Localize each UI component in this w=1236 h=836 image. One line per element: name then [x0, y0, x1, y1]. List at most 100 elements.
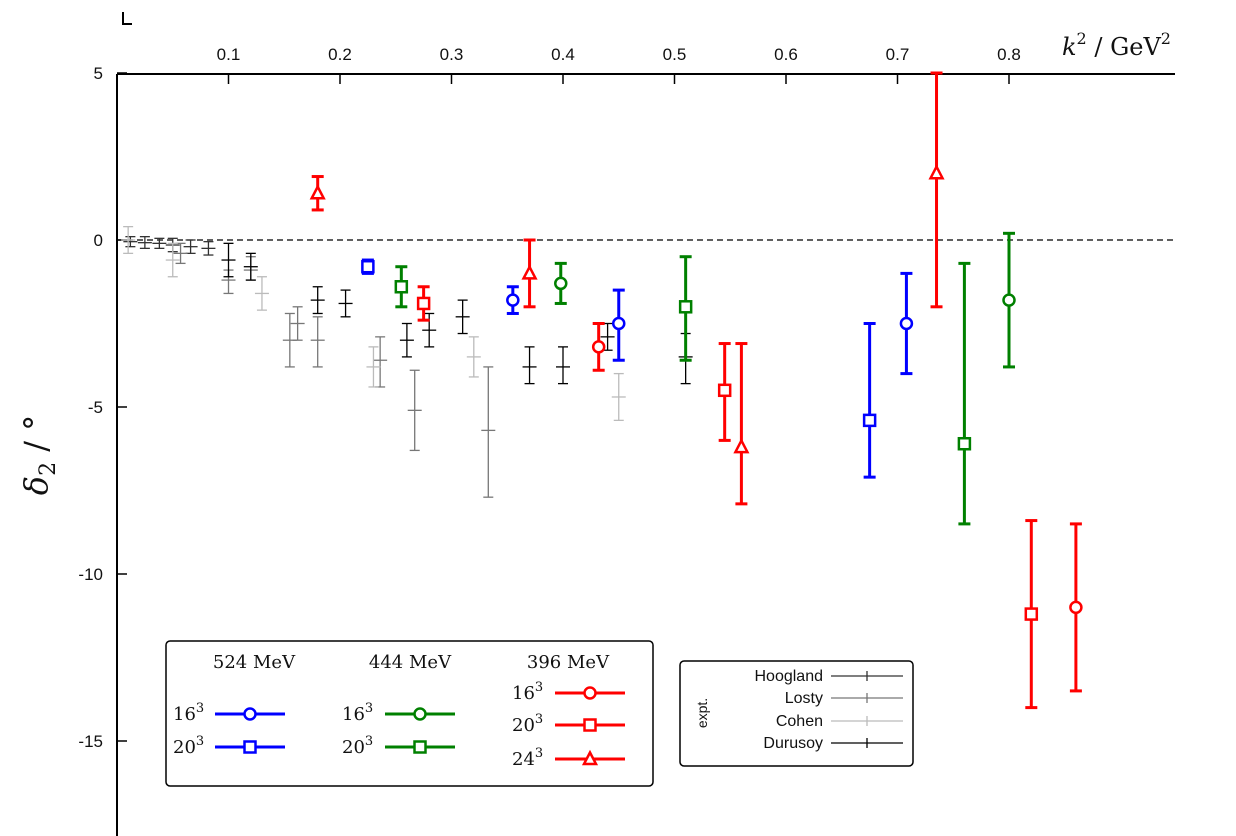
- expt-point-cohen: [366, 346, 381, 388]
- expt-point-durusoy: [243, 252, 258, 281]
- y-tick-label: -5: [88, 398, 103, 417]
- expt-point-losty: [481, 366, 496, 498]
- expt-point-durusoy: [399, 322, 414, 358]
- y-tick-label: 0: [94, 231, 103, 250]
- lattice-point-396mev-24: [521, 238, 538, 309]
- lattice-point-444mev-16: [554, 261, 568, 305]
- lattice-marker-triangle: [928, 163, 945, 180]
- expt-point-durusoy: [522, 346, 537, 385]
- legend-header: 444 MeV: [369, 652, 452, 673]
- lattice-marker-triangle: [521, 264, 538, 280]
- expt-point-hoogland: [123, 236, 138, 248]
- x-tick-label: 0.8: [997, 45, 1021, 64]
- expt-point-cohen: [165, 242, 180, 278]
- expt-point-durusoy: [455, 299, 470, 335]
- legend-row-label: 203: [512, 712, 543, 736]
- legend-experimental-box: [679, 660, 914, 767]
- legend-row-label: 163: [512, 680, 543, 704]
- x-tick-label: 0.4: [551, 45, 575, 64]
- lattice-marker-circle: [506, 293, 520, 307]
- expt-point-durusoy: [310, 286, 325, 315]
- legend-expt-side-label: expt.: [694, 698, 710, 728]
- y-tick-label: -10: [78, 565, 103, 584]
- lattice-marker-square: [394, 280, 409, 294]
- legend-row-marker: [243, 707, 257, 721]
- expt-point-hoogland: [152, 237, 167, 250]
- legend-expt-label: Durusoy: [763, 735, 823, 752]
- legend-row-label: 203: [342, 734, 373, 758]
- lattice-point-396mev-16: [1069, 522, 1083, 693]
- x-tick-label: 0.1: [217, 45, 241, 64]
- legend-header: 396 MeV: [527, 652, 610, 673]
- expt-point-losty: [310, 316, 325, 368]
- legend-expt-label: Hoogland: [755, 668, 824, 685]
- expt-point-durusoy: [221, 242, 236, 278]
- expt-point-hoogland: [137, 236, 152, 250]
- lattice-marker-circle: [1069, 600, 1083, 615]
- expt-point-hoogland: [183, 239, 198, 255]
- legend-header: 524 MeV: [213, 652, 296, 673]
- expt-point-durusoy: [338, 289, 353, 318]
- corner-mark: [122, 12, 132, 25]
- expt-point-losty: [373, 336, 388, 388]
- legend-row-marker: [581, 749, 599, 766]
- expt-point-losty: [407, 369, 422, 452]
- lattice-point-396mev-24: [309, 175, 326, 212]
- expt-point-losty: [282, 312, 297, 368]
- lattice-marker-circle: [1002, 293, 1016, 307]
- expt-point-cohen: [121, 225, 136, 255]
- lattice-point-524mev-20: [361, 258, 375, 275]
- lattice-point-524mev-20: [862, 322, 877, 479]
- lattice-marker-circle: [612, 316, 626, 331]
- lattice-point-444mev-20: [678, 255, 693, 362]
- lattice-marker-circle: [591, 340, 606, 354]
- expt-point-cohen: [611, 372, 626, 422]
- lattice-point-396mev-24: [928, 71, 945, 309]
- expt-point-hoogland: [201, 241, 216, 256]
- legend-row-marker: [413, 707, 427, 721]
- y-tick-label: 5: [94, 64, 103, 83]
- expt-point-durusoy: [556, 346, 570, 385]
- x-tick-label: 0.7: [886, 45, 910, 64]
- legend-row-marker: [413, 740, 427, 754]
- lattice-marker-circle: [554, 276, 568, 291]
- x-tick-label: 0.3: [440, 45, 464, 64]
- legend-experimental: expt. Hoogland Losty Cohen Durusoy: [679, 660, 914, 767]
- x-axis-label: k2 / GeV2: [1062, 29, 1171, 61]
- y-axis-label: δ2 / °: [17, 415, 61, 495]
- lattice-marker-triangle: [309, 184, 326, 200]
- legend-row-marker: [583, 718, 597, 732]
- lattice-marker-square: [361, 259, 375, 274]
- lattice-points: [309, 71, 1083, 710]
- expt-point-cohen: [466, 336, 481, 378]
- legend-expt-label: Cohen: [776, 713, 823, 730]
- legend-row-marker: [243, 740, 257, 754]
- lattice-marker-square: [957, 436, 972, 451]
- lattice-marker-square: [717, 383, 732, 398]
- legend-lattice: 524 MeV 444 MeV 396 MeV 163 203 163 203 163 203 2…: [165, 640, 654, 787]
- lattice-point-396mev-20: [416, 285, 431, 322]
- lattice-point-396mev-20: [717, 342, 732, 442]
- axes: 0.1 0.2 0.3 0.4 0.5 0.6 0.7 0.8 5 0 -5 -10 -15: [78, 45, 1175, 836]
- legend-row-label: 203: [173, 734, 204, 758]
- lattice-point-444mev-20: [394, 265, 409, 309]
- x-tick-label: 0.6: [774, 45, 798, 64]
- lattice-point-396mev-20: [1024, 519, 1039, 710]
- lattice-marker-square: [678, 300, 693, 314]
- y-tick-label: -15: [78, 732, 103, 751]
- lattice-point-396mev-16: [591, 322, 606, 372]
- lattice-point-524mev-16: [506, 285, 520, 315]
- lattice-point-524mev-16: [612, 288, 626, 362]
- legend-row-label: 163: [342, 701, 373, 725]
- legend-row-label: 243: [512, 746, 543, 770]
- legend-row-label: 163: [173, 701, 204, 725]
- lattice-marker-circle: [899, 316, 914, 331]
- lattice-point-444mev-20: [957, 261, 972, 526]
- legend-row-marker: [583, 686, 597, 700]
- lattice-marker-square: [1024, 607, 1039, 621]
- expt-point-cohen: [254, 276, 269, 311]
- lattice-marker-triangle: [733, 437, 750, 454]
- lattice-point-396mev-24: [733, 342, 750, 506]
- legend-expt-label: Losty: [785, 690, 823, 707]
